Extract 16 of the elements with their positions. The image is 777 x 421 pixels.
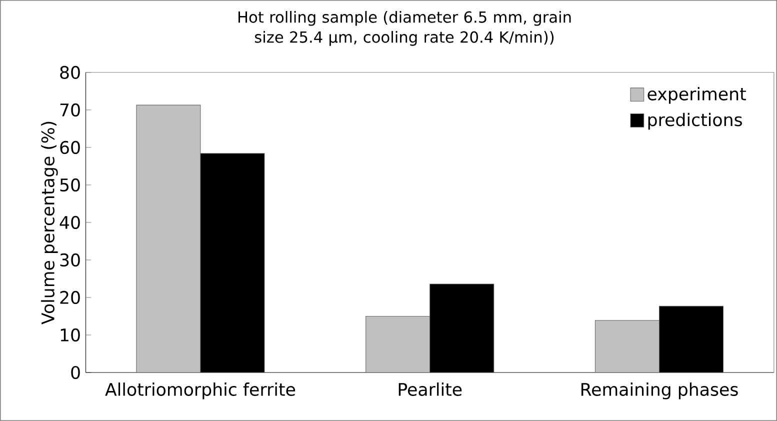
x-tick-label: Pearlite xyxy=(398,382,462,396)
y-tick-label: 30 xyxy=(60,253,80,267)
y-tick-label: 10 xyxy=(60,328,80,342)
y-tick-label: 50 xyxy=(60,178,80,192)
y-tick-label: 40 xyxy=(60,216,80,230)
y-tick-label: 20 xyxy=(60,290,80,304)
x-tick-label: Remaining phases xyxy=(581,382,738,400)
x-tick-label: Allotriomorphic ferrite xyxy=(105,382,296,400)
y-tick-label: 60 xyxy=(60,140,80,154)
y-axis-title: Volume percentage (%) xyxy=(41,122,58,324)
y-tick-label: 80 xyxy=(60,66,80,80)
y-tick-label: 0 xyxy=(71,366,80,380)
legend-label: predictions xyxy=(648,112,742,130)
chart-title: Hot rolling sample (diameter 6.5 mm, grain size 25.4 μm, cooling rate 20.4 K/min)) xyxy=(238,11,571,46)
legend-label: experiment xyxy=(648,87,746,104)
y-tick-label: 70 xyxy=(60,103,80,117)
